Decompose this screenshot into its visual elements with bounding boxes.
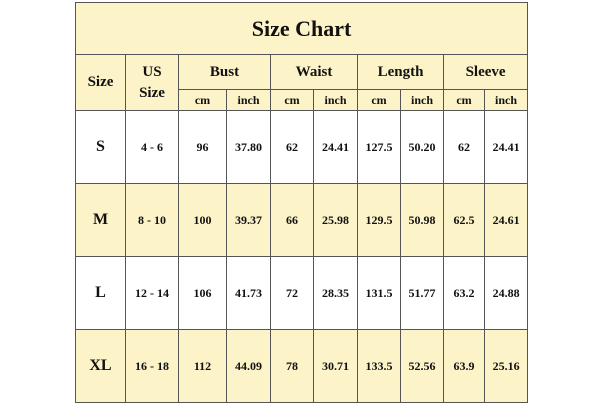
cell: 30.71 xyxy=(313,329,358,403)
column-header: Waist xyxy=(270,54,358,90)
column-header: Size xyxy=(75,54,126,111)
cell: 106 xyxy=(178,256,227,330)
header-row: Size US Size Bust Waist Length Sleeve xyxy=(75,54,529,111)
cell: 24.41 xyxy=(313,110,358,184)
cell: 100 xyxy=(178,183,227,257)
cell: 62 xyxy=(443,110,485,184)
cell: 50.20 xyxy=(400,110,444,184)
cell: 39.37 xyxy=(226,183,271,257)
column-header: Length xyxy=(357,54,444,90)
cell: 52.56 xyxy=(400,329,444,403)
cell: 72 xyxy=(270,256,314,330)
unit-header: inch xyxy=(226,89,271,111)
cell: 96 xyxy=(178,110,227,184)
title-row: Size Chart xyxy=(74,2,529,55)
cell: 8 - 10 xyxy=(125,183,179,257)
unit-header: inch xyxy=(400,89,444,111)
cell: 4 - 6 xyxy=(125,110,179,184)
cell: 25.98 xyxy=(313,183,358,257)
unit-header: cm xyxy=(270,89,314,111)
cell: 127.5 xyxy=(357,110,401,184)
cell: 78 xyxy=(270,329,314,403)
cell: 24.61 xyxy=(483,183,529,257)
subheader-row: cm inch cm inch cm inch cm inch xyxy=(75,89,529,111)
unit-header: inch xyxy=(313,89,358,111)
cell: 129.5 xyxy=(357,183,401,257)
cell: 112 xyxy=(178,329,227,403)
cell: 44.09 xyxy=(226,329,271,403)
cell: 28.35 xyxy=(313,256,358,330)
cell: 133.5 xyxy=(357,329,401,403)
title: Size Chart xyxy=(74,2,529,55)
cell: 16 - 18 xyxy=(125,329,179,403)
size-label: XL xyxy=(75,329,126,403)
size-table: Size Chart Size US Size Bust Waist Length Sle… xyxy=(74,2,529,403)
size-label: S xyxy=(75,110,126,184)
cell: 62.5 xyxy=(443,183,485,257)
cell: 50.98 xyxy=(400,183,444,257)
unit-header: cm xyxy=(443,89,485,111)
column-header: Bust xyxy=(178,54,271,90)
cell: 66 xyxy=(270,183,314,257)
data-row: L 12 - 14 106 41.73 72 28.35 131.5 51.77 63.2 24.… xyxy=(75,256,529,330)
cell: 24.88 xyxy=(483,256,529,330)
unit-header: cm xyxy=(357,89,401,111)
column-header: Sleeve xyxy=(442,54,529,90)
column-header-text: US Size xyxy=(139,64,165,101)
unit-header: inch xyxy=(483,89,529,111)
cell: 41.73 xyxy=(226,256,271,330)
table-body: Size Chart Size US Size Bust Waist Length Sle… xyxy=(74,2,529,403)
cell: 37.80 xyxy=(226,110,271,184)
cell: 62 xyxy=(270,110,314,184)
cell: 63.2 xyxy=(443,256,485,330)
cell: 12 - 14 xyxy=(125,256,179,330)
column-header: US Size xyxy=(125,54,179,111)
cell: 25.16 xyxy=(483,329,529,403)
unit-header: cm xyxy=(178,89,227,111)
cell: 24.41 xyxy=(483,110,529,184)
cell: 51.77 xyxy=(400,256,444,330)
column-header-text: Size xyxy=(87,74,114,91)
size-label: L xyxy=(75,256,126,330)
size-label: M xyxy=(75,183,126,257)
cell: 131.5 xyxy=(357,256,401,330)
data-row: XL 16 - 18 112 44.09 78 30.71 133.5 52.56 63.9 25… xyxy=(75,329,529,403)
cell: 63.9 xyxy=(443,329,485,403)
